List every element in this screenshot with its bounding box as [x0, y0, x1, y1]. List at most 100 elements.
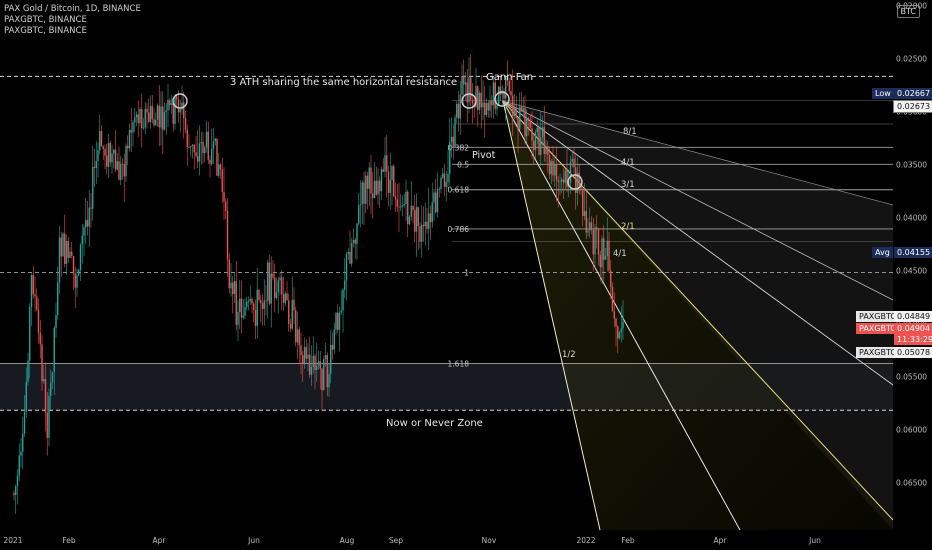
candle-body — [359, 204, 362, 206]
candle-body — [79, 244, 82, 270]
candle-body — [134, 117, 136, 123]
candle-body — [113, 149, 115, 154]
candle-body — [216, 138, 218, 176]
candle-body — [177, 99, 180, 113]
symbol-title[interactable]: PAX Gold / Bitcoin, 1D, BINANCE — [4, 4, 141, 14]
candle-body — [396, 199, 398, 207]
candle-body — [321, 368, 323, 391]
candle-body — [214, 138, 216, 142]
x-tick-0: 2021 — [3, 536, 22, 545]
candle-body — [566, 170, 568, 187]
price-tag-value-5: 0.05078 — [894, 347, 932, 358]
candle-body — [449, 141, 451, 174]
candle-body — [102, 146, 104, 149]
candle-body — [366, 175, 369, 189]
y-tick-3: 0.03500 — [896, 160, 927, 169]
candle-body — [463, 76, 465, 85]
candle-body — [282, 294, 285, 303]
fib-label-5: 1.618 — [448, 360, 470, 369]
candle-body — [169, 100, 171, 106]
candle-body — [597, 229, 600, 256]
candle-body — [489, 100, 491, 111]
candle-body — [431, 202, 433, 223]
price-tag-value-1: 0.02673 — [892, 100, 932, 113]
candle-body — [319, 361, 321, 369]
candle-body — [302, 355, 304, 364]
candle-body — [592, 230, 594, 255]
y-tick-7: 0.05500 — [896, 372, 927, 381]
candle-body — [258, 289, 260, 300]
candle-body — [618, 332, 621, 339]
candle-body — [198, 143, 201, 162]
ath-circle-2 — [494, 91, 510, 107]
gann-label-3: 2/1 — [621, 222, 635, 232]
candle-body — [515, 107, 517, 118]
candle-body — [34, 294, 36, 297]
candle-body — [529, 120, 531, 128]
candle-body — [354, 239, 356, 244]
candle-body — [506, 76, 509, 81]
candle-body — [218, 164, 220, 176]
candle-body — [93, 166, 96, 169]
candle-body — [211, 148, 213, 164]
candle-body — [107, 142, 110, 167]
candle-body — [288, 300, 290, 325]
candle-body — [603, 238, 605, 260]
candle-body — [200, 142, 202, 144]
candle-body — [85, 220, 87, 228]
candle-body — [377, 180, 379, 195]
candle-body — [170, 103, 173, 106]
candle-body — [522, 108, 524, 112]
candle-body — [251, 298, 253, 304]
y-tick-5: 0.04500 — [896, 266, 927, 275]
candle-body — [305, 347, 307, 359]
candle-body — [599, 255, 601, 268]
candle-body — [120, 163, 122, 180]
candle-body — [561, 179, 563, 182]
candle-body — [575, 167, 577, 193]
candle-body — [72, 255, 75, 274]
candle-body — [314, 355, 316, 371]
candle-body — [596, 227, 598, 230]
candle-body — [358, 205, 360, 224]
gann-fan-line-2 — [502, 100, 894, 386]
candle-body — [526, 118, 528, 137]
candle-body — [43, 378, 45, 382]
candle-body — [15, 486, 17, 496]
candle-body — [361, 182, 363, 205]
candle-body — [265, 300, 267, 302]
candle-body — [316, 365, 318, 371]
candle-body — [149, 105, 152, 122]
candle-body — [151, 105, 153, 120]
candle-body — [620, 328, 622, 333]
candle-body — [55, 315, 57, 328]
candle-body — [424, 221, 426, 227]
x-tick-4: Aug — [340, 536, 355, 545]
indicator-1[interactable]: PAXGBTC, BINANCE — [4, 15, 87, 25]
candle-body — [459, 94, 461, 119]
indicator-2[interactable]: PAXGBTC, BINANCE — [4, 26, 87, 36]
candle-body — [426, 221, 428, 229]
candle-body — [583, 210, 586, 216]
gann-label-0: 8/1 — [623, 127, 637, 137]
candle-body — [160, 106, 162, 128]
candle-body — [373, 180, 376, 199]
candle-body — [477, 86, 479, 110]
candle-body — [324, 355, 327, 360]
price-tag-label-4: PAXGBTC — [856, 323, 899, 334]
candle-body — [242, 315, 244, 318]
candle-body — [557, 180, 559, 182]
candle-body — [363, 182, 365, 204]
candle-body — [569, 161, 572, 183]
candle-body — [67, 240, 69, 258]
candle-body — [293, 299, 295, 311]
gann-label-2: 3/1 — [621, 180, 635, 190]
candle-body — [50, 382, 52, 396]
currency-button[interactable]: BTC — [896, 5, 920, 18]
candle-body — [109, 142, 111, 163]
candle-body — [601, 238, 603, 268]
candle-body — [179, 109, 181, 113]
candle-body — [610, 270, 612, 287]
y-tick-9: 0.06500 — [896, 478, 927, 487]
